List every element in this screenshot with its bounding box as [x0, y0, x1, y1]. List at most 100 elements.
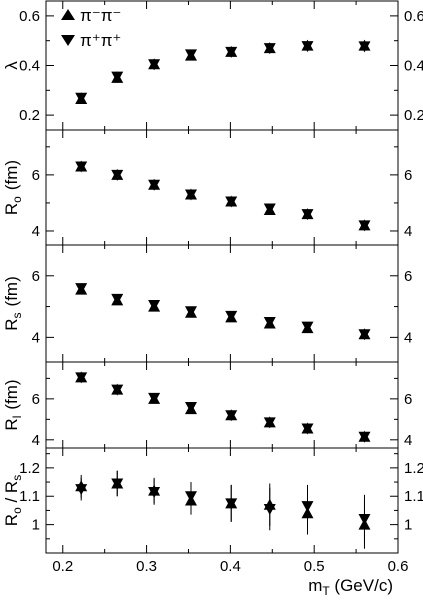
- data-point-triangle-down: [301, 321, 314, 333]
- panel-frame: [45, 361, 399, 449]
- legend-marker-pi-minus: [61, 9, 75, 20]
- x-axis-title: mT (GeV/c): [308, 576, 393, 598]
- y-axis-title-sub: o: [10, 507, 24, 514]
- data-point-triangle-down: [225, 196, 238, 208]
- data-point-triangle-down: [75, 161, 88, 173]
- y-axis-title: λ: [2, 61, 21, 70]
- legend-label-pi-minus: π⁻π⁻: [80, 6, 121, 25]
- data-point-triangle-down: [225, 410, 238, 422]
- data-point-triangle-down: [148, 59, 161, 71]
- x-axis-title-sub: T: [322, 584, 330, 598]
- x-tick-label: 0.6: [388, 558, 409, 575]
- data-point-triangle-down: [75, 372, 88, 384]
- data-point-triangle-down: [184, 49, 197, 61]
- y-axis-title-main: λ: [2, 61, 21, 70]
- x-axis-title-main: m: [308, 576, 322, 595]
- data-point-triangle-down: [263, 43, 276, 55]
- data-point-triangle-down: [184, 306, 197, 318]
- y-tick-label-left: 0.6: [19, 8, 40, 25]
- y-tick-label-left: 6: [32, 268, 40, 285]
- y-axis-title-unit: (fm): [2, 160, 21, 190]
- y-tick-label-right: 0.6: [404, 8, 423, 25]
- y-axis-title-main: R: [2, 318, 21, 330]
- y-axis-title-sub: s: [10, 312, 24, 318]
- y-tick-label-left: 0.4: [19, 58, 40, 75]
- data-point-triangle-down: [358, 41, 371, 53]
- y-axis-title-mid: / R: [2, 481, 21, 507]
- y-tick-label-right: 6: [404, 268, 412, 285]
- y-tick-label-left: 1.2: [19, 460, 40, 477]
- y-axis-title: Ro (fm): [2, 160, 24, 215]
- y-tick-label-left: 4: [32, 329, 40, 346]
- panel-4: 1 11.1 1.11.2 1.2Ro / Rs: [2, 447, 423, 554]
- x-tick-label: 0.3: [136, 558, 157, 575]
- data-point-triangle-down: [358, 513, 371, 525]
- panel-frame: [45, 447, 399, 554]
- x-axis-title-unit: (GeV/c): [330, 576, 393, 595]
- y-tick-label-left: 6: [32, 391, 40, 408]
- y-axis-title-unit: (fm): [2, 379, 21, 409]
- y-tick-label-left: 4: [32, 432, 40, 449]
- panel-frame: [45, 244, 399, 363]
- data-point-triangle-down: [263, 203, 276, 215]
- data-point-triangle-down: [75, 283, 88, 295]
- x-axis: 0.2 0.3 0.4 0.5 0.6mT (GeV/c): [52, 558, 408, 598]
- y-tick-label-right: 4: [404, 432, 412, 449]
- data-point-triangle-down: [225, 310, 238, 322]
- data-point-triangle-down: [301, 209, 314, 221]
- data-point-triangle-down: [75, 484, 88, 496]
- x-tick-label: 0.4: [220, 558, 241, 575]
- legend: π⁻π⁻ π⁺π⁺: [61, 6, 121, 50]
- y-tick-label-right: 6: [404, 391, 412, 408]
- y-tick-label-right: 1: [404, 517, 412, 534]
- data-point-triangle-down: [225, 498, 238, 510]
- data-point-triangle-down: [111, 478, 124, 490]
- data-point-triangle-down: [358, 431, 371, 443]
- y-tick-label-right: 4: [404, 329, 412, 346]
- data-point-triangle-down: [358, 220, 371, 232]
- legend-label-pi-plus: π⁺π⁺: [80, 31, 121, 50]
- y-tick-label-left: 1: [32, 517, 40, 534]
- data-point-triangle-down: [301, 423, 314, 435]
- panel-3: 4 46 6Rl(fm): [2, 361, 412, 449]
- y-axis-title: Rs (fm): [2, 276, 24, 331]
- y-tick-label-left: 1.1: [19, 488, 40, 505]
- y-tick-label-right: 6: [404, 167, 412, 184]
- panel-2: 4 4 6 6 Rs (fm): [2, 244, 412, 363]
- data-point-triangle-down: [148, 179, 161, 191]
- y-axis-title-main: R: [2, 514, 21, 526]
- data-point-triangle-down: [184, 402, 197, 414]
- y-axis-title-sub: o: [10, 196, 24, 203]
- y-tick-label-left: 4: [32, 223, 40, 240]
- panel-1: 4 4 6 6 Ro (fm): [2, 129, 412, 246]
- legend-marker-pi-plus: [61, 35, 75, 46]
- data-point-triangle-down: [75, 92, 88, 104]
- data-point-triangle-down: [263, 504, 276, 516]
- y-axis-title-main: R: [2, 203, 21, 215]
- panel-frame: [45, 129, 399, 246]
- x-tick-label: 0.2: [52, 558, 73, 575]
- data-point-triangle-down: [148, 486, 161, 498]
- y-axis-title-sub2: s: [10, 475, 24, 481]
- data-point-triangle-down: [111, 71, 124, 83]
- data-point-triangle-down: [225, 46, 238, 58]
- data-point-triangle-down: [263, 316, 276, 328]
- y-tick-label-right: 0.2: [404, 107, 423, 124]
- y-axis-title: Rl (fm): [2, 379, 24, 430]
- data-point-triangle-down: [263, 417, 276, 429]
- data-point-triangle-down: [301, 501, 314, 513]
- data-point-triangle-down: [358, 329, 371, 341]
- y-axis-title-main: R: [2, 418, 21, 430]
- y-axis-title-sub: l: [10, 416, 24, 419]
- data-point-triangle-down: [111, 384, 124, 396]
- y-axis-title-unit: (fm): [2, 276, 21, 306]
- data-point-triangle-down: [148, 300, 161, 312]
- data-point-triangle-down: [184, 189, 197, 201]
- y-tick-label-right: 4: [404, 223, 412, 240]
- panel-0: 0.2 0.2 0.4 0.4 0.6 0.6 λ: [2, 0, 423, 131]
- data-point-triangle-down: [111, 293, 124, 305]
- x-tick-label: 0.5: [304, 558, 325, 575]
- y-tick-label-left: 6: [32, 167, 40, 184]
- data-point-triangle-down: [184, 491, 197, 503]
